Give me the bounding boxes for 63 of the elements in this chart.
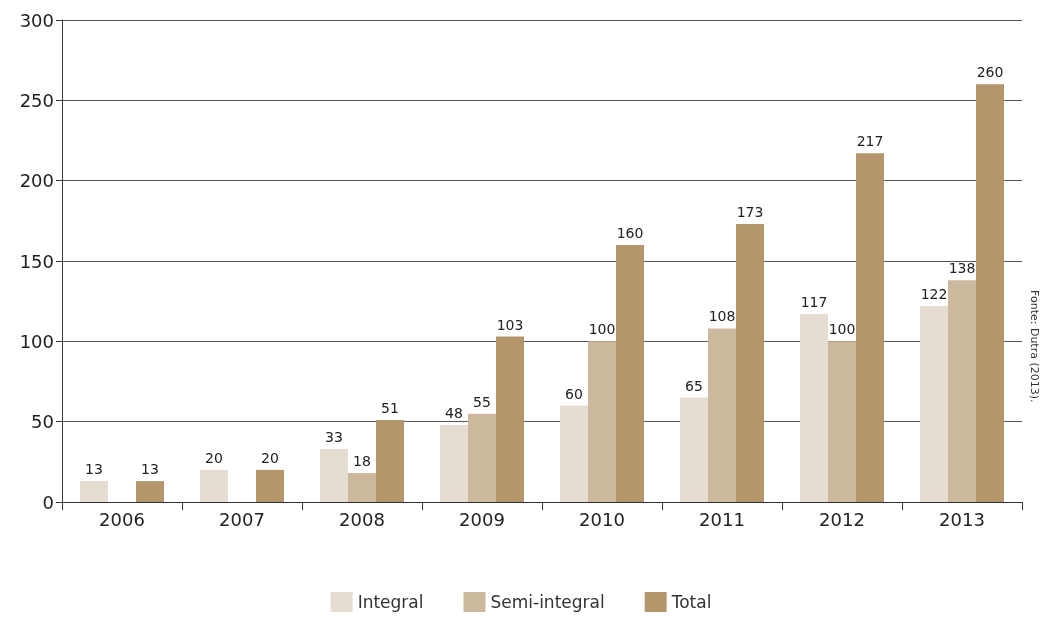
data-label: 122 [920, 285, 948, 302]
data-label: 20 [205, 449, 223, 466]
data-label: 55 [473, 393, 491, 410]
source-note: Fonte: Dutra (2013). [1028, 290, 1041, 403]
bar [440, 424, 468, 502]
y-tick-label: 150 [19, 250, 54, 272]
bar [948, 280, 976, 502]
x-tick-label: 2009 [459, 508, 505, 530]
x-tick-label: 2012 [819, 508, 865, 530]
bar [200, 469, 228, 502]
data-label: 100 [588, 321, 616, 338]
bar [736, 224, 764, 502]
x-tick-label: 2011 [699, 508, 745, 530]
bar [800, 314, 828, 502]
y-tick-label: 50 [31, 411, 54, 433]
legend-label: Total [670, 592, 712, 612]
y-tick-label: 250 [19, 89, 54, 111]
data-label: 160 [616, 224, 644, 241]
bar [320, 448, 348, 502]
data-label: 13 [85, 461, 103, 478]
data-label: 65 [685, 377, 703, 394]
bar [136, 481, 164, 502]
data-label: 51 [381, 400, 399, 417]
bar [616, 244, 644, 502]
x-tick-label: 2007 [219, 508, 265, 530]
legend-label: Semi-integral [490, 592, 605, 612]
data-label: 100 [828, 321, 856, 338]
x-tick-label: 2013 [939, 508, 985, 530]
bar [560, 405, 588, 502]
x-tick-label: 2006 [99, 508, 145, 530]
y-tick-label: 100 [19, 330, 54, 352]
y-tick-label: 300 [19, 9, 54, 31]
bar [680, 397, 708, 502]
data-label: 48 [445, 404, 463, 421]
bar [828, 341, 856, 502]
bar [376, 420, 404, 502]
x-tick-label: 2010 [579, 508, 625, 530]
data-label: 33 [325, 428, 343, 445]
data-label: 13 [141, 461, 159, 478]
y-tick-label: 0 [42, 491, 54, 513]
bar [496, 336, 524, 502]
bar [256, 469, 284, 502]
data-label: 20 [261, 449, 279, 466]
bar [80, 481, 108, 502]
y-tick-label: 200 [19, 170, 54, 192]
bar [920, 305, 948, 502]
bar [468, 413, 496, 502]
data-label: 217 [856, 133, 884, 150]
legend-label: Integral [357, 592, 424, 612]
data-label: 103 [496, 316, 524, 333]
x-tick-label: 2008 [339, 508, 385, 530]
bar [348, 473, 376, 502]
data-label: 138 [948, 260, 976, 277]
data-label: 117 [800, 294, 828, 311]
bar [856, 153, 884, 502]
data-label: 260 [976, 64, 1004, 81]
bar [976, 84, 1004, 502]
bar [588, 341, 616, 502]
data-label: 60 [565, 385, 583, 402]
bar [708, 328, 736, 502]
data-label: 108 [708, 308, 736, 325]
data-label: 173 [736, 204, 764, 221]
data-label: 18 [353, 453, 371, 470]
